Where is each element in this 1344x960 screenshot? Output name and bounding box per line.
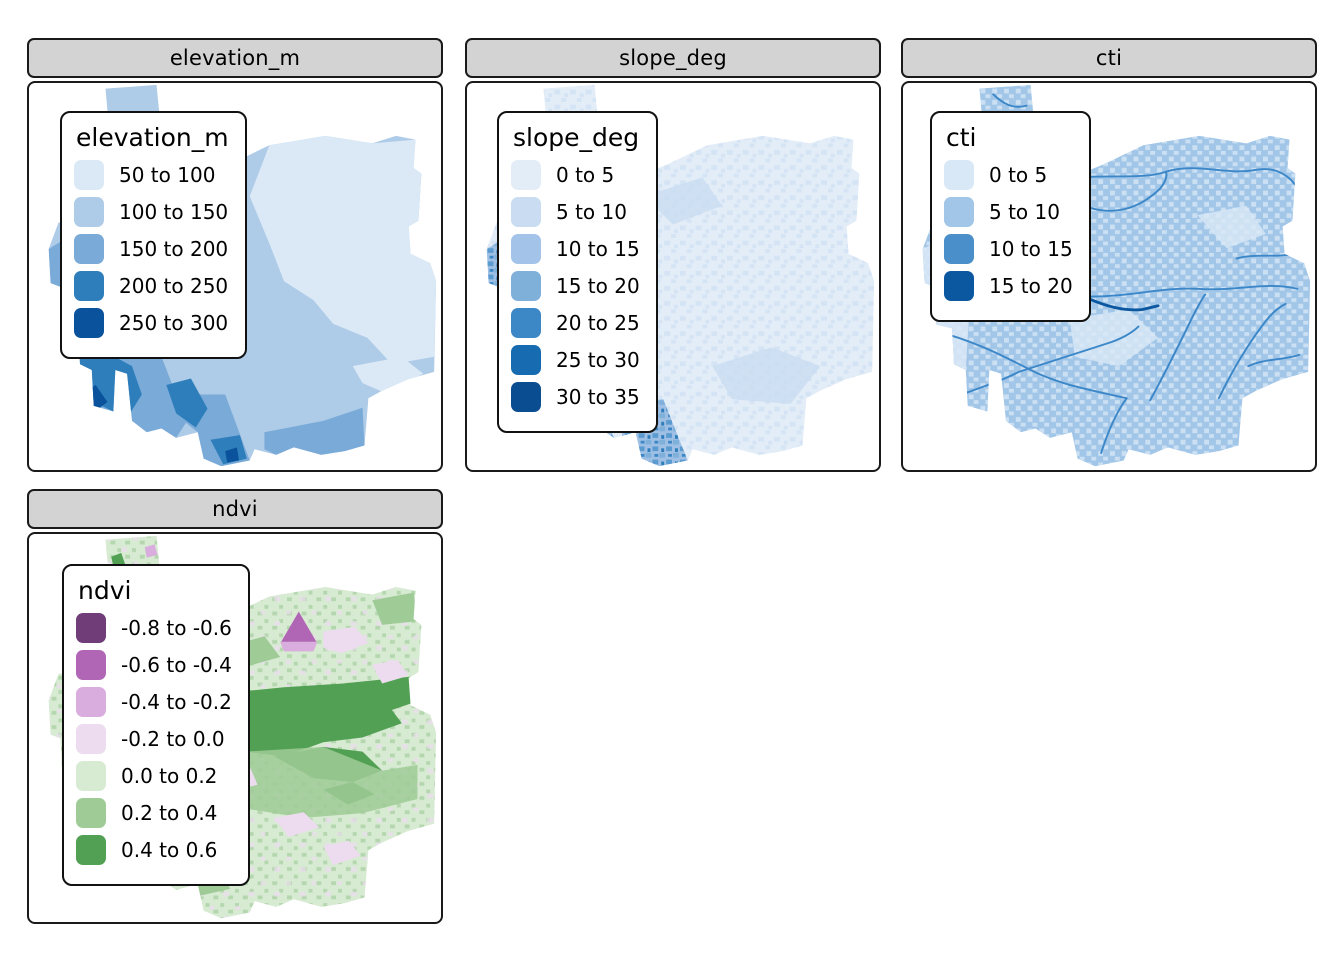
legend-title-elevation: elevation_m — [76, 123, 229, 152]
legend-label: -0.2 to 0.0 — [121, 727, 225, 751]
legend-swatch — [76, 798, 106, 828]
legend-cti: cti 0 to 5 5 to 10 10 to 15 15 to 20 — [930, 111, 1091, 322]
legend-swatch — [511, 160, 541, 190]
legend-swatch — [511, 271, 541, 301]
legend-label: 250 to 300 — [119, 311, 229, 335]
legend-label: 20 to 25 — [556, 311, 640, 335]
legend-item: 150 to 200 — [74, 234, 229, 264]
legend-label: 50 to 100 — [119, 163, 216, 187]
legend-item: 10 to 15 — [944, 234, 1073, 264]
legend-swatch — [74, 271, 104, 301]
legend-swatch — [944, 160, 974, 190]
legend-title-slope: slope_deg — [513, 123, 640, 152]
map-area-elevation: elevation_m 50 to 100 100 to 150 150 to … — [27, 81, 443, 472]
legend-item: 100 to 150 — [74, 197, 229, 227]
legend-label: -0.8 to -0.6 — [121, 616, 232, 640]
legend-swatch — [511, 382, 541, 412]
legend-elevation: elevation_m 50 to 100 100 to 150 150 to … — [60, 111, 247, 359]
legend-label: 0 to 5 — [989, 163, 1048, 187]
legend-swatch — [944, 197, 974, 227]
facet-title-slope: slope_deg — [619, 46, 727, 70]
legend-ndvi: ndvi -0.8 to -0.6 -0.6 to -0.4 -0.4 to -… — [62, 564, 250, 886]
legend-label: 5 to 10 — [556, 200, 627, 224]
legend-title-cti: cti — [946, 123, 977, 152]
legend-item: 50 to 100 — [74, 160, 229, 190]
legend-item: 0.2 to 0.4 — [76, 798, 232, 828]
legend-title-ndvi: ndvi — [78, 576, 132, 605]
legend-item: 200 to 250 — [74, 271, 229, 301]
facet-panel-slope: slope_deg — [465, 38, 881, 472]
legend-swatch — [511, 345, 541, 375]
legend-label: 0.4 to 0.6 — [121, 838, 218, 862]
legend-item: 250 to 300 — [74, 308, 229, 338]
facet-panel-ndvi: ndvi — [27, 489, 443, 924]
legend-item: -0.2 to 0.0 — [76, 724, 232, 754]
legend-swatch — [76, 761, 106, 791]
map-area-cti: cti 0 to 5 5 to 10 10 to 15 15 to 20 — [901, 81, 1317, 472]
legend-label: 5 to 10 — [989, 200, 1060, 224]
map-area-ndvi: ndvi -0.8 to -0.6 -0.6 to -0.4 -0.4 to -… — [27, 532, 443, 924]
legend-item: 30 to 35 — [511, 382, 640, 412]
legend-label: -0.4 to -0.2 — [121, 690, 232, 714]
legend-item: -0.4 to -0.2 — [76, 687, 232, 717]
legend-item: 10 to 15 — [511, 234, 640, 264]
legend-swatch — [76, 650, 106, 680]
legend-label: 30 to 35 — [556, 385, 640, 409]
legend-item: 0 to 5 — [944, 160, 1073, 190]
legend-item: 15 to 20 — [944, 271, 1073, 301]
legend-label: -0.6 to -0.4 — [121, 653, 232, 677]
legend-label: 10 to 15 — [556, 237, 640, 261]
legend-item: 20 to 25 — [511, 308, 640, 338]
legend-swatch — [74, 308, 104, 338]
legend-label: 10 to 15 — [989, 237, 1073, 261]
legend-item: 0.0 to 0.2 — [76, 761, 232, 791]
legend-label: 200 to 250 — [119, 274, 229, 298]
legend-item: 25 to 30 — [511, 345, 640, 375]
facet-panel-cti: cti — [901, 38, 1317, 472]
legend-swatch — [511, 234, 541, 264]
legend-label: 0.2 to 0.4 — [121, 801, 218, 825]
legend-item: 0.4 to 0.6 — [76, 835, 232, 865]
legend-label: 0.0 to 0.2 — [121, 764, 218, 788]
legend-label: 150 to 200 — [119, 237, 229, 261]
legend-item: 5 to 10 — [511, 197, 640, 227]
facet-panel-elevation: elevation_m eleva — [27, 38, 443, 472]
legend-swatch — [944, 234, 974, 264]
legend-label: 0 to 5 — [556, 163, 615, 187]
legend-item: 5 to 10 — [944, 197, 1073, 227]
legend-item: -0.8 to -0.6 — [76, 613, 232, 643]
legend-label: 100 to 150 — [119, 200, 229, 224]
facet-strip-slope: slope_deg — [465, 38, 881, 78]
facet-strip-ndvi: ndvi — [27, 489, 443, 529]
legend-swatch — [511, 197, 541, 227]
legend-label: 15 to 20 — [556, 274, 640, 298]
legend-swatch — [76, 835, 106, 865]
legend-swatch — [944, 271, 974, 301]
facet-strip-cti: cti — [901, 38, 1317, 78]
stream-dark-segment — [1085, 296, 1160, 312]
legend-swatch — [74, 197, 104, 227]
facet-title-cti: cti — [1095, 46, 1123, 70]
legend-swatch — [511, 308, 541, 338]
map-area-slope: slope_deg 0 to 5 5 to 10 10 to 15 15 to … — [465, 81, 881, 472]
legend-swatch — [76, 687, 106, 717]
legend-swatch — [74, 160, 104, 190]
legend-label: 25 to 30 — [556, 348, 640, 372]
facet-title-elevation: elevation_m — [169, 46, 301, 70]
legend-swatch — [76, 724, 106, 754]
legend-swatch — [76, 613, 106, 643]
legend-item: -0.6 to -0.4 — [76, 650, 232, 680]
legend-item: 15 to 20 — [511, 271, 640, 301]
legend-swatch — [74, 234, 104, 264]
legend-item: 0 to 5 — [511, 160, 640, 190]
facet-title-ndvi: ndvi — [212, 497, 258, 521]
legend-slope: slope_deg 0 to 5 5 to 10 10 to 15 15 to … — [497, 111, 658, 433]
legend-label: 15 to 20 — [989, 274, 1073, 298]
facet-strip-elevation: elevation_m — [27, 38, 443, 78]
